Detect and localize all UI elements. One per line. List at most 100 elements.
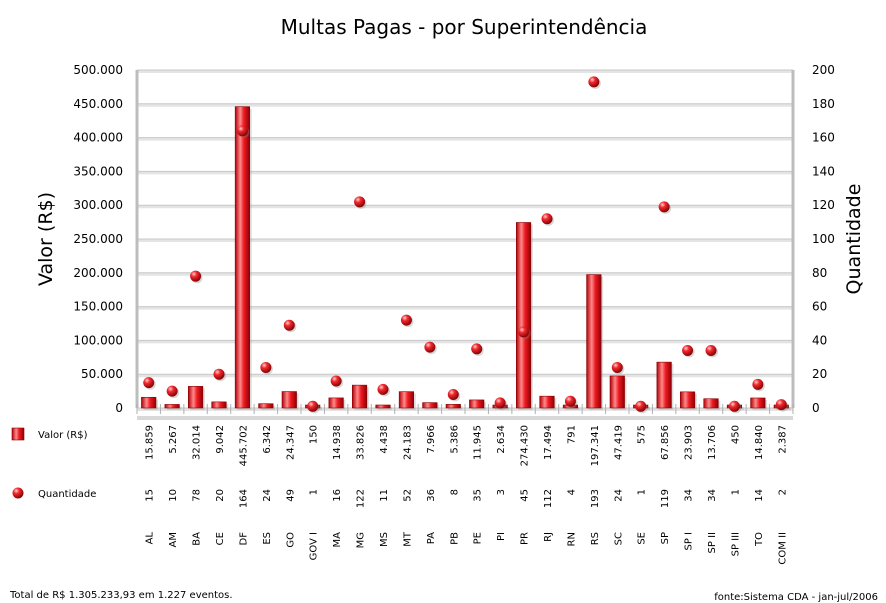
bar-valor xyxy=(469,399,485,409)
y-tick-left: 150.000 xyxy=(73,300,123,314)
x-tick-label: PI xyxy=(496,532,507,541)
y-tick-right: 0 xyxy=(812,401,820,415)
table-valor-value: 24.183 xyxy=(402,425,413,460)
dot-quantidade xyxy=(424,341,436,353)
x-tick-label: PA xyxy=(426,532,437,544)
dot-quantidade xyxy=(705,345,717,357)
y-tick-right: 180 xyxy=(812,97,835,111)
y-axis-right-label: Quantidade xyxy=(843,184,865,295)
footer-total: Total de R$ 1.305.233,93 em 1.227 evento… xyxy=(10,590,233,601)
dot-quantidade xyxy=(447,388,459,400)
x-tick-label: SP II xyxy=(707,532,718,553)
x-tick-label: SP III xyxy=(730,532,741,556)
table-valor-value: 791 xyxy=(566,425,577,444)
table-valor-value: 274.430 xyxy=(520,425,531,466)
table-quantidade-value: 78 xyxy=(192,489,203,502)
table-valor-value: 13.706 xyxy=(707,425,718,460)
table-quantidade-value: 8 xyxy=(449,489,460,495)
table-quantidade-value: 45 xyxy=(520,489,531,502)
bar-valor xyxy=(609,375,625,409)
dot-quantidade xyxy=(635,400,647,412)
bar-valor xyxy=(281,391,297,409)
dot-quantidade xyxy=(213,368,225,380)
table-valor-value: 5.386 xyxy=(449,425,460,454)
x-tick-label: PR xyxy=(520,532,531,545)
table-valor-value: 9.042 xyxy=(215,425,226,454)
y-tick-right: 140 xyxy=(812,164,835,178)
bar-valor xyxy=(398,391,414,409)
dot-quantidade xyxy=(728,400,740,412)
bar-valor xyxy=(539,395,555,409)
table-quantidade-value: 34 xyxy=(707,489,718,502)
bar-valor xyxy=(141,396,157,409)
y-tick-right: 40 xyxy=(812,333,827,347)
bar-valor xyxy=(656,361,672,409)
table-valor-value: 575 xyxy=(637,425,648,444)
table-quantidade-value: 122 xyxy=(356,489,367,508)
table-quantidade-value: 10 xyxy=(168,489,179,502)
baseline-band xyxy=(137,416,793,420)
dot-quantidade xyxy=(658,201,670,213)
bar-valor xyxy=(516,222,532,409)
bar-valor xyxy=(703,398,719,409)
x-tick-label: COM II xyxy=(777,532,788,565)
table-quantidade-value: 2 xyxy=(777,489,788,495)
y-tick-left: 350.000 xyxy=(73,164,123,178)
y-tick-right: 80 xyxy=(812,266,827,280)
table-quantidade-value: 14 xyxy=(754,489,765,502)
bar-valor xyxy=(375,404,391,409)
y-tick-right: 160 xyxy=(812,131,835,145)
y-tick-left: 450.000 xyxy=(73,97,123,111)
table-valor-value: 23.903 xyxy=(684,425,695,460)
bar-shadow xyxy=(494,407,510,410)
table-valor-value: 24.347 xyxy=(285,425,296,460)
table-valor-value: 445.702 xyxy=(238,425,249,466)
table-valor-value: 6.342 xyxy=(262,425,273,454)
table-quantidade-value: 1 xyxy=(730,489,741,495)
y-tick-left: 0 xyxy=(115,401,123,415)
x-tick-label: MT xyxy=(402,531,413,547)
x-tick-label: BA xyxy=(192,532,203,546)
dot-quantidade xyxy=(377,383,389,395)
bar-valor xyxy=(586,274,602,409)
bar-valor xyxy=(328,397,344,409)
y-tick-right: 60 xyxy=(812,300,827,314)
table-valor-value: 15.859 xyxy=(145,425,156,460)
bar-shadow xyxy=(565,407,580,410)
dot-quantidade xyxy=(752,378,764,390)
bar-valor xyxy=(258,403,274,409)
dot-quantidade xyxy=(236,125,248,137)
x-tick-label: MA xyxy=(332,532,343,548)
x-tick-label: PE xyxy=(473,532,484,544)
dot-quantidade xyxy=(260,361,272,373)
table-quantidade-value: 35 xyxy=(473,489,484,502)
table-valor-value: 47.419 xyxy=(613,425,624,460)
x-tick-label: ES xyxy=(262,532,273,545)
x-tick-label: GOV I xyxy=(309,532,320,560)
x-tick-label: MG xyxy=(356,532,367,548)
y-tick-left: 50.000 xyxy=(81,367,123,381)
table-quantidade-value: 16 xyxy=(332,489,343,502)
bar-valor xyxy=(211,401,227,409)
table-quantidade-value: 4 xyxy=(566,489,577,495)
x-tick-label: SC xyxy=(613,532,624,545)
x-tick-label: GO xyxy=(285,532,296,548)
table-valor-value: 150 xyxy=(309,425,320,444)
bar-valor xyxy=(164,404,180,409)
dot-quantidade xyxy=(775,399,787,411)
dot-quantidade xyxy=(518,326,530,338)
chart-title: Multas Pagas - por Superintendência xyxy=(281,15,648,39)
table-quantidade-value: 112 xyxy=(543,489,554,508)
y-tick-left: 200.000 xyxy=(73,266,123,280)
dot-quantidade xyxy=(564,395,576,407)
dot-quantidade xyxy=(307,400,319,412)
dot-quantidade xyxy=(330,375,342,387)
legend-swatch-quantidade xyxy=(12,487,24,499)
legend-swatch-valor xyxy=(11,427,25,441)
y-tick-left: 100.000 xyxy=(73,333,123,347)
dot-quantidade xyxy=(541,213,553,225)
dot-quantidade xyxy=(682,345,694,357)
x-tick-label: RN xyxy=(566,532,577,546)
table-quantidade-value: 34 xyxy=(684,489,695,502)
